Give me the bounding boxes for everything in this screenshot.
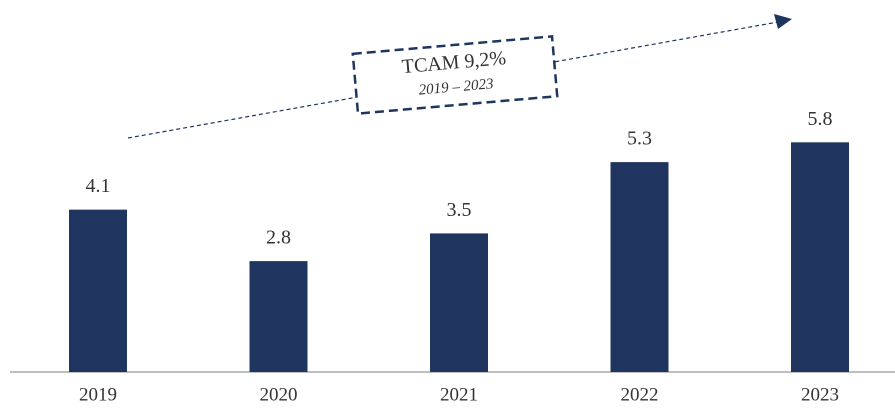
arrow-head <box>774 14 792 29</box>
bar <box>610 162 669 372</box>
value-label: 2.8 <box>266 227 291 249</box>
bar <box>430 233 488 372</box>
x-tick-label: 2019 <box>79 384 117 405</box>
bar <box>249 261 308 372</box>
cagr-box: TCAM 9,2% 2019 – 2023 <box>351 35 559 115</box>
x-tick-label: 2022 <box>621 384 659 405</box>
bar <box>791 142 849 372</box>
x-tick-label: 2023 <box>801 384 839 405</box>
value-label: 5.8 <box>808 108 833 130</box>
bar <box>69 209 127 372</box>
cagr-frame <box>351 35 559 115</box>
x-tick-label: 2021 <box>440 384 478 405</box>
value-label: 4.1 <box>86 175 111 197</box>
value-label: 3.5 <box>447 199 472 221</box>
cagr-period: 2019 – 2023 <box>418 76 494 98</box>
x-tick-label: 2020 <box>260 384 298 405</box>
value-label: 5.3 <box>627 128 652 150</box>
